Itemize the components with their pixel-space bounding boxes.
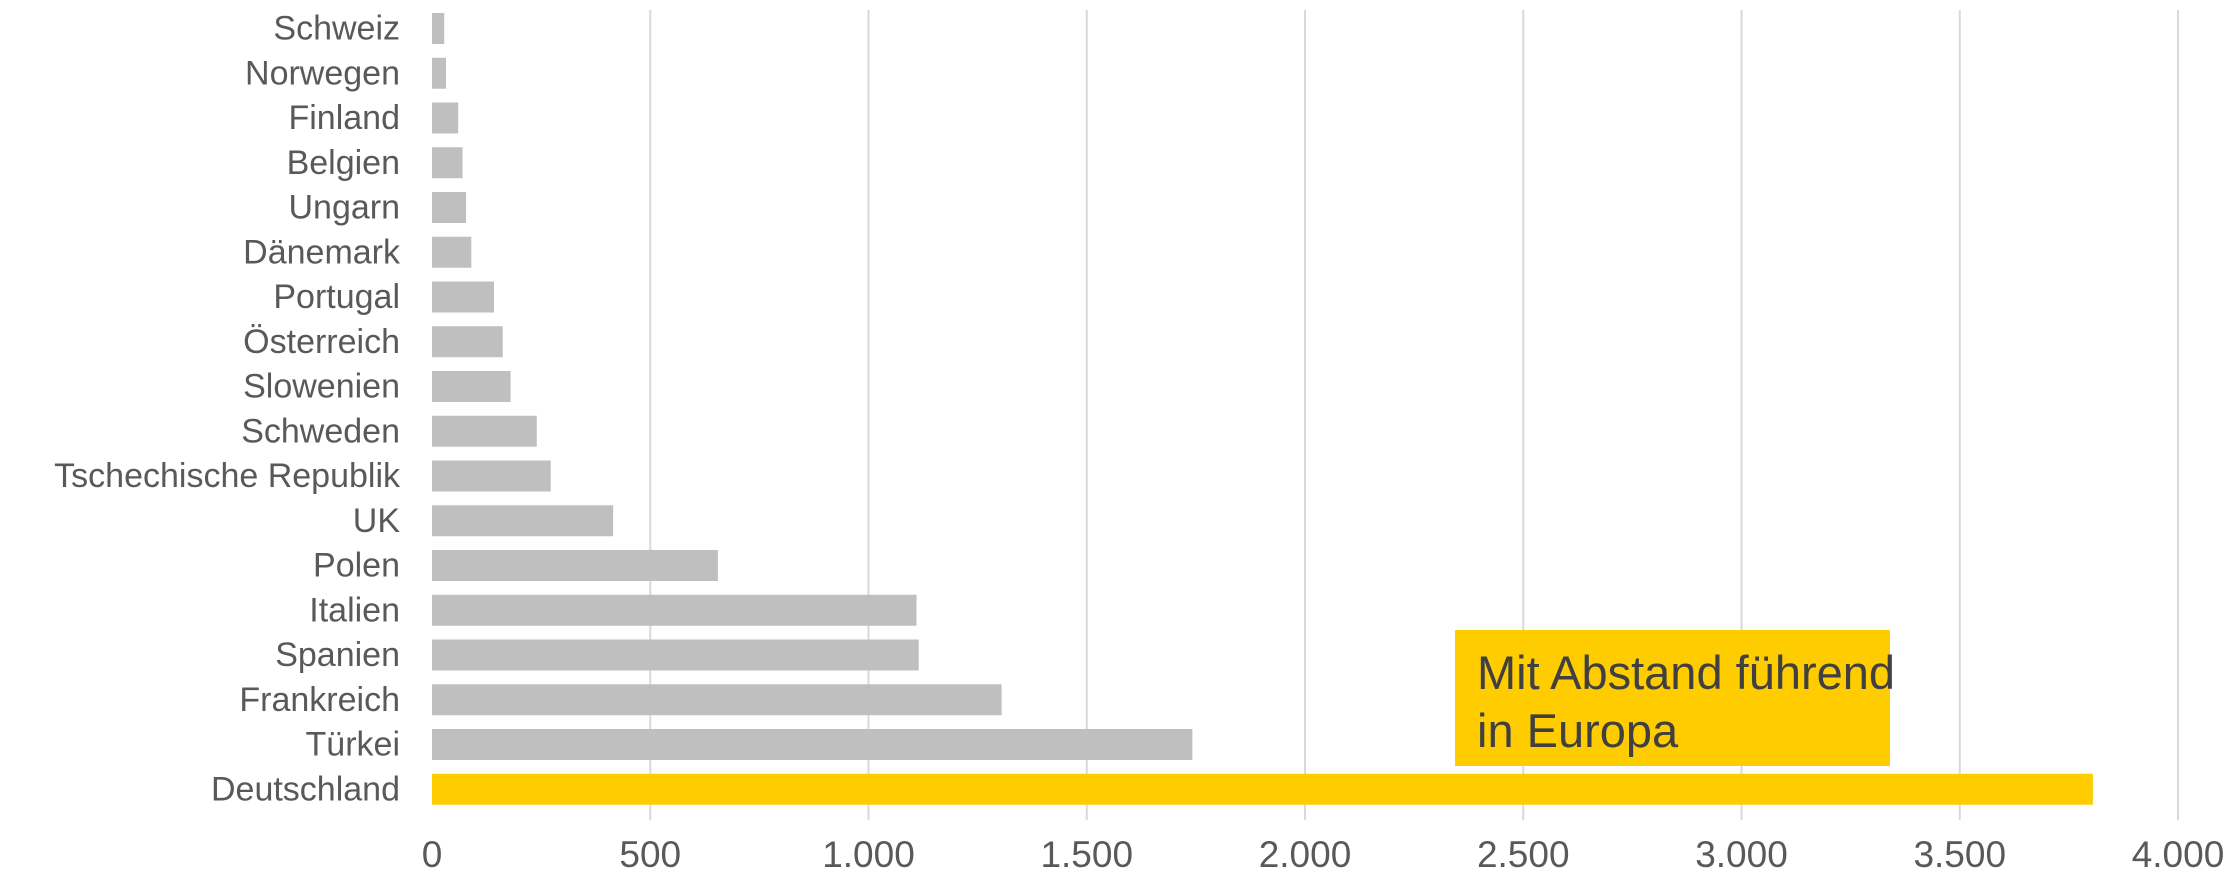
- x-axis-tick-labels: 0 500 1.000 1.500 2.000 2.500 3.000 3.500 4.000: [422, 834, 2225, 875]
- bars: [432, 13, 2093, 805]
- x-tick-label-8: 4.000: [2132, 834, 2225, 875]
- callout-annotation: Mit Abstand führend in Europa: [1455, 630, 1896, 766]
- x-tick-label-6: 3.000: [1695, 834, 1788, 875]
- x-tick-label-1: 500: [619, 834, 681, 875]
- category-label-1: Norwegen: [245, 54, 400, 92]
- category-label-8: Slowenien: [243, 368, 400, 406]
- category-label-15: Frankreich: [239, 681, 400, 719]
- bar-4: [432, 192, 467, 223]
- category-label-4: Ungarn: [288, 189, 400, 227]
- callout-line-2: in Europa: [1477, 704, 1679, 757]
- category-label-5: Dänemark: [243, 233, 401, 271]
- category-label-6: Portugal: [273, 278, 400, 316]
- x-tick-label-2: 1.000: [822, 834, 915, 875]
- bar-6: [432, 281, 494, 313]
- x-tick-label-5: 2.500: [1477, 834, 1570, 875]
- bar-9: [432, 415, 537, 447]
- category-label-3: Belgien: [287, 144, 400, 182]
- x-tick-label-0: 0: [422, 834, 443, 875]
- category-label-16: Türkei: [306, 726, 400, 764]
- bar-14: [432, 639, 919, 671]
- x-tick-label-4: 2.000: [1259, 834, 1352, 875]
- bar-5: [432, 236, 472, 268]
- x-tick-label-7: 3.500: [1913, 834, 2006, 875]
- bar-10: [432, 460, 551, 492]
- category-label-12: Polen: [313, 547, 400, 585]
- category-label-17: Deutschland: [211, 770, 400, 808]
- bar-11: [432, 505, 614, 537]
- category-label-10: Tschechische Republik: [54, 457, 401, 495]
- category-label-13: Italien: [309, 591, 400, 629]
- bar-13: [432, 594, 917, 626]
- bar-15: [432, 684, 1002, 716]
- category-label-9: Schweden: [241, 412, 400, 450]
- bar-1: [432, 57, 446, 89]
- category-labels: Schweiz Norwegen Finland Belgien Ungarn Dänem…: [54, 10, 401, 809]
- category-label-14: Spanien: [275, 636, 400, 674]
- gridlines: [649, 10, 2179, 820]
- bar-2: [432, 102, 459, 134]
- bar-3: [432, 147, 463, 179]
- category-label-2: Finland: [288, 99, 400, 137]
- bar-17: [432, 773, 2093, 805]
- bar-7: [432, 326, 503, 358]
- x-tick-label-3: 1.500: [1040, 834, 1133, 875]
- category-label-7: Österreich: [243, 323, 400, 361]
- callout-line-1: Mit Abstand führend: [1477, 646, 1896, 699]
- bar-0: [432, 13, 445, 44]
- bar-16: [432, 729, 1193, 760]
- category-label-11: UK: [353, 502, 401, 540]
- bar-12: [432, 550, 718, 581]
- category-label-0: Schweiz: [273, 10, 400, 48]
- bar-8: [432, 371, 511, 402]
